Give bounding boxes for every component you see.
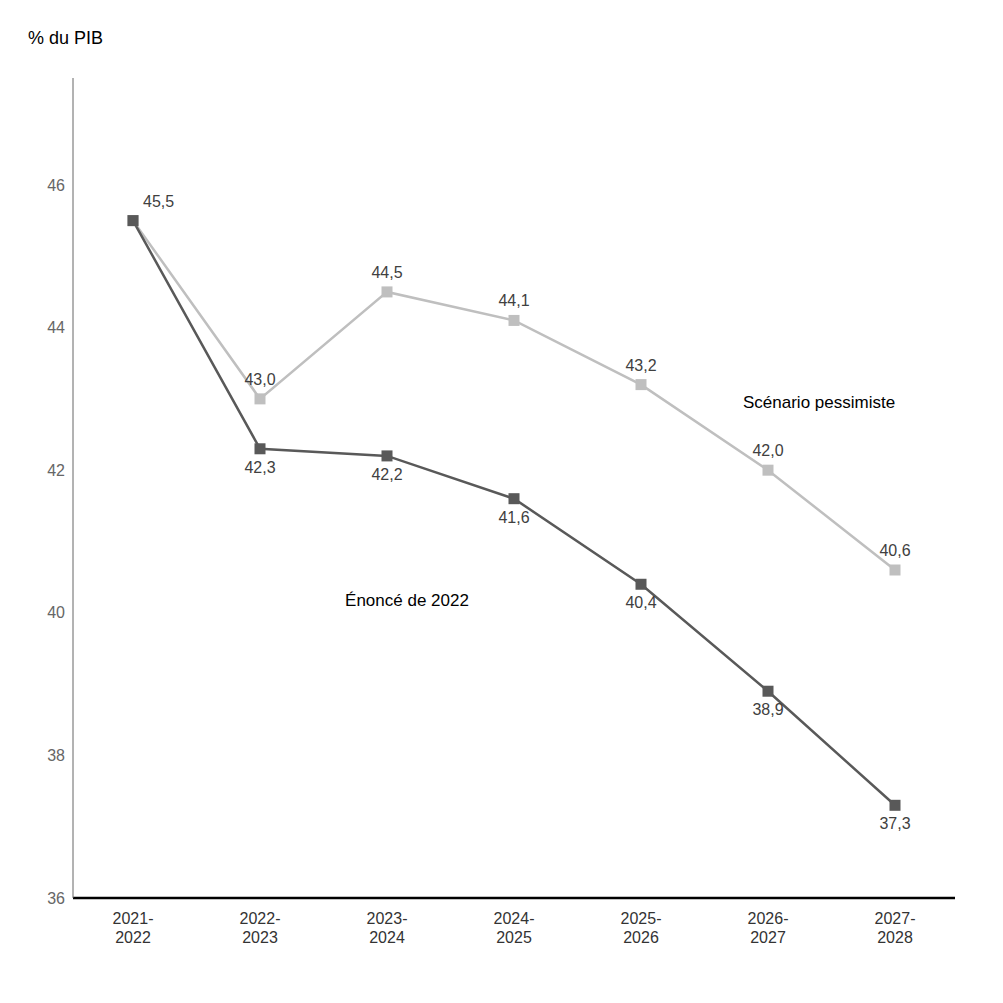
svg-text:44,5: 44,5 (371, 264, 402, 281)
svg-text:44,1: 44,1 (498, 292, 529, 309)
svg-text:Scénario pessimiste: Scénario pessimiste (743, 393, 895, 412)
svg-text:42,3: 42,3 (244, 459, 275, 476)
svg-text:42,0: 42,0 (752, 442, 783, 459)
svg-text:2021-2022: 2021-2022 (113, 910, 154, 946)
svg-text:2027-2028: 2027-2028 (875, 910, 916, 946)
svg-text:38,9: 38,9 (752, 701, 783, 718)
svg-text:43,0: 43,0 (244, 371, 275, 388)
svg-text:40: 40 (47, 604, 65, 621)
svg-text:42,2: 42,2 (371, 466, 402, 483)
svg-text:44: 44 (47, 319, 65, 336)
svg-text:38: 38 (47, 747, 65, 764)
svg-text:2026-2027: 2026-2027 (748, 910, 789, 946)
svg-text:2023-2024: 2023-2024 (367, 910, 408, 946)
html-text:% du PIB: % du PIB (28, 28, 103, 48)
svg-text:42: 42 (47, 462, 65, 479)
svg-text:40,6: 40,6 (879, 542, 910, 559)
svg-text:2025-2026: 2025-2026 (621, 910, 662, 946)
svg-text:41,6: 41,6 (498, 509, 529, 526)
svg-text:40,4: 40,4 (625, 594, 656, 611)
svg-text:2024-2025: 2024-2025 (494, 910, 535, 946)
svg-text:46: 46 (47, 177, 65, 194)
svg-text:43,2: 43,2 (625, 357, 656, 374)
svg-text:45,5: 45,5 (143, 193, 174, 210)
svg-text:Énoncé de 2022: Énoncé de 2022 (345, 591, 469, 610)
svg-text:37,3: 37,3 (879, 815, 910, 832)
svg-text:2022-2023: 2022-2023 (240, 910, 281, 946)
svg-text:36: 36 (47, 890, 65, 907)
